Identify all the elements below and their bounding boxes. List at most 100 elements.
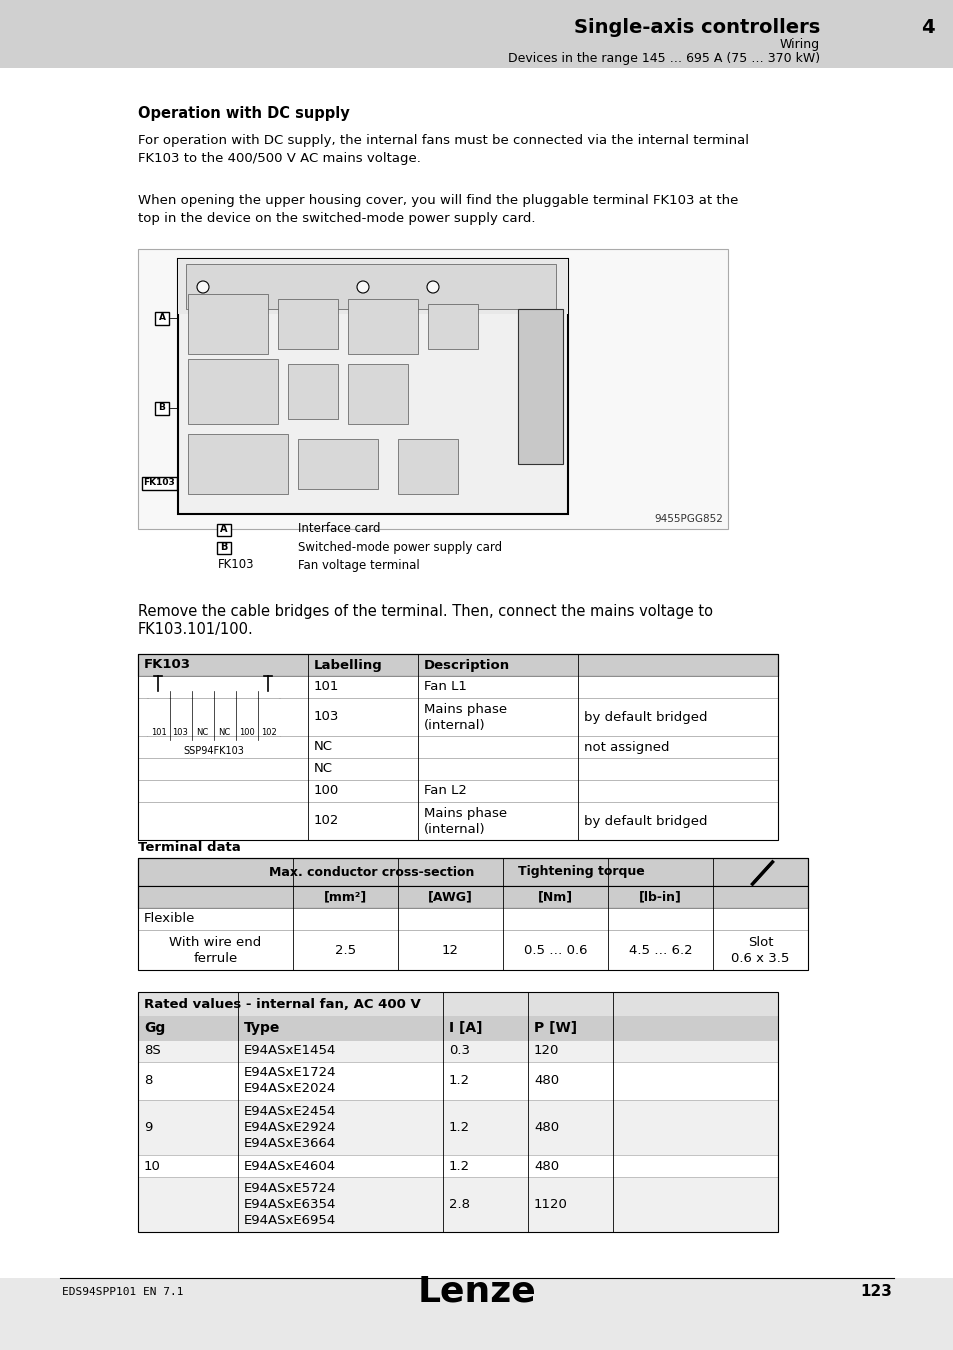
Text: Flexible: Flexible	[144, 913, 195, 926]
Bar	[138, 886, 807, 909]
Text: Fan voltage terminal: Fan voltage terminal	[297, 559, 419, 571]
Bar	[138, 653, 778, 840]
Text: EDS94SPP101 EN 7.1: EDS94SPP101 EN 7.1	[62, 1287, 183, 1297]
Text: E94ASxE4604: E94ASxE4604	[244, 1160, 335, 1173]
Bar	[138, 248, 727, 529]
Text: 8: 8	[144, 1075, 152, 1088]
Bar	[297, 439, 377, 489]
Bar	[138, 736, 778, 757]
Text: B: B	[220, 541, 228, 552]
Bar	[147, 688, 280, 740]
Bar	[188, 294, 268, 354]
Text: Tightening torque: Tightening torque	[517, 865, 644, 879]
Bar	[138, 757, 778, 780]
Text: by default bridged: by default bridged	[583, 710, 707, 724]
Text: 103: 103	[172, 728, 189, 737]
Circle shape	[174, 702, 186, 714]
Bar	[288, 364, 337, 418]
Text: 1.2: 1.2	[449, 1120, 470, 1134]
Text: Description: Description	[423, 659, 510, 671]
Circle shape	[196, 281, 209, 293]
Bar	[170, 691, 191, 726]
Bar	[277, 298, 337, 350]
Text: FK103: FK103	[218, 559, 254, 571]
Circle shape	[152, 702, 164, 714]
Text: 480: 480	[534, 1120, 558, 1134]
Bar	[138, 653, 778, 676]
Text: NC: NC	[196, 728, 209, 737]
Bar	[0, 68, 953, 1278]
Text: Operation with DC supply: Operation with DC supply	[138, 107, 350, 122]
Text: 101: 101	[151, 728, 166, 737]
Bar	[138, 859, 807, 886]
Bar	[138, 802, 778, 840]
Text: 102: 102	[260, 728, 276, 737]
Text: E94ASxE1454: E94ASxE1454	[244, 1045, 336, 1057]
Bar	[138, 1100, 778, 1156]
Text: Type: Type	[244, 1021, 280, 1035]
Text: [AWG]: [AWG]	[428, 891, 473, 903]
Text: NC: NC	[218, 728, 231, 737]
Bar	[188, 433, 288, 494]
Text: 100: 100	[314, 784, 339, 798]
Bar	[154, 402, 169, 414]
Bar	[216, 541, 231, 554]
Text: Labelling: Labelling	[314, 659, 382, 671]
Text: I [A]: I [A]	[449, 1021, 482, 1035]
Bar	[142, 477, 177, 490]
Text: FK103.101/100.: FK103.101/100.	[138, 622, 253, 637]
Text: FK103: FK103	[144, 478, 175, 487]
Text: 1.2: 1.2	[449, 1075, 470, 1088]
Text: Terminal data: Terminal data	[138, 841, 240, 855]
Bar	[138, 1156, 778, 1177]
Text: Mains phase
(internal): Mains phase (internal)	[423, 806, 507, 836]
Bar	[517, 309, 562, 464]
Bar	[138, 1062, 778, 1100]
Bar	[138, 859, 807, 971]
Circle shape	[356, 281, 369, 293]
Text: 1.2: 1.2	[449, 1160, 470, 1173]
Bar	[138, 909, 807, 930]
Text: 102: 102	[314, 814, 339, 828]
Text: Max. conductor cross-section: Max. conductor cross-section	[269, 865, 474, 879]
Text: [Nm]: [Nm]	[537, 891, 573, 903]
Circle shape	[427, 281, 438, 293]
Bar	[192, 691, 213, 726]
Circle shape	[240, 702, 253, 714]
Text: Rated values - internal fan, AC 400 V: Rated values - internal fan, AC 400 V	[144, 998, 420, 1011]
Text: [lb-in]: [lb-in]	[639, 891, 681, 903]
Text: Fan L1: Fan L1	[423, 680, 466, 694]
Text: 480: 480	[534, 1075, 558, 1088]
Text: E94ASxE2454
E94ASxE2924
E94ASxE3664: E94ASxE2454 E94ASxE2924 E94ASxE3664	[244, 1106, 336, 1150]
Text: With wire end
ferrule: With wire end ferrule	[170, 936, 261, 964]
Text: 1120: 1120	[534, 1197, 567, 1211]
Bar	[138, 676, 778, 698]
Text: Devices in the range 145 … 695 A (75 … 370 kW): Devices in the range 145 … 695 A (75 … 3…	[507, 53, 820, 65]
Text: 8S: 8S	[144, 1045, 161, 1057]
Bar	[138, 698, 778, 736]
Text: SSP94FK103: SSP94FK103	[183, 747, 244, 756]
Text: 100: 100	[238, 728, 254, 737]
Text: 12: 12	[441, 944, 458, 957]
Text: Mains phase
(internal): Mains phase (internal)	[423, 702, 507, 732]
Text: A: A	[220, 524, 228, 535]
Bar	[0, 0, 953, 68]
Text: 123: 123	[860, 1284, 891, 1300]
Bar	[235, 691, 256, 726]
Bar	[348, 364, 408, 424]
Circle shape	[196, 702, 209, 714]
Text: A: A	[158, 313, 165, 323]
Text: Wiring: Wiring	[779, 38, 820, 51]
Text: 9455PGG852: 9455PGG852	[654, 514, 722, 524]
Text: [mm²]: [mm²]	[323, 891, 367, 903]
Text: not assigned: not assigned	[583, 741, 669, 753]
Bar	[138, 653, 778, 676]
Text: Single-axis controllers: Single-axis controllers	[573, 18, 820, 36]
Bar	[138, 1177, 778, 1233]
Text: 480: 480	[534, 1160, 558, 1173]
Bar	[188, 359, 277, 424]
Bar	[428, 304, 477, 350]
Text: Fan L2: Fan L2	[423, 784, 466, 798]
Bar	[178, 259, 567, 514]
Text: 2.8: 2.8	[449, 1197, 470, 1211]
